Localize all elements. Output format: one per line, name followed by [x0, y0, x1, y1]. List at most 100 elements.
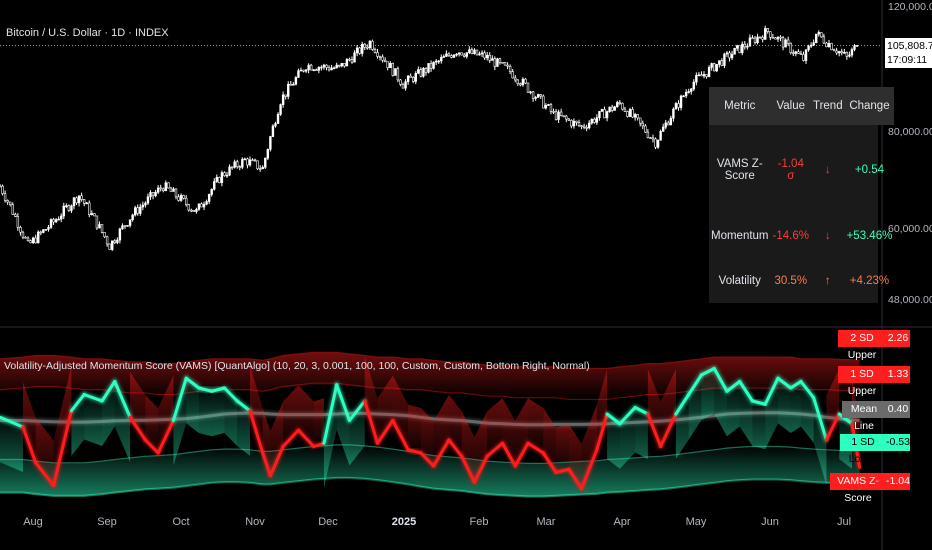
- zscore-fill: [701, 368, 715, 420]
- candle-body: [713, 63, 716, 72]
- candle-body: [279, 104, 282, 115]
- candle-body: [549, 104, 553, 112]
- symbol-title[interactable]: Bitcoin / U.S. Dollar · 1D · INDEX: [6, 27, 169, 39]
- candle-body: [378, 56, 382, 58]
- candle-body: [802, 54, 805, 61]
- candle-body: [437, 60, 440, 63]
- price-tick: 120,000.00: [888, 1, 932, 13]
- candle-body: [483, 52, 486, 59]
- candle-body: [485, 54, 489, 59]
- candle-body: [332, 67, 336, 70]
- candle-body: [297, 70, 300, 78]
- candle-body: [264, 157, 267, 168]
- candle-body: [213, 181, 216, 190]
- candle-body: [452, 54, 456, 58]
- zscore-fill: [448, 395, 462, 457]
- candle-body: [93, 213, 96, 217]
- candle-body: [202, 203, 206, 208]
- candle-body: [276, 114, 280, 124]
- candle-body: [715, 64, 718, 72]
- candle-body: [320, 66, 323, 69]
- candle-body: [506, 64, 509, 67]
- zscore-segment: [738, 380, 754, 403]
- candle-body: [3, 193, 7, 201]
- metrics-header-metric: Metric: [709, 87, 771, 125]
- candle-body: [817, 32, 820, 35]
- zscore-segment: [554, 467, 571, 474]
- candle-body: [241, 158, 244, 168]
- candle-body: [827, 43, 831, 48]
- candle-body: [677, 103, 680, 108]
- candle-body: [572, 120, 576, 127]
- candle-body: [723, 53, 726, 66]
- zscore-segment: [687, 373, 703, 396]
- zscore-fill: [487, 398, 503, 457]
- candle-body: [789, 42, 792, 54]
- metrics-header-trend: Trend: [810, 87, 845, 125]
- candle-body: [475, 49, 479, 56]
- candle-body: [450, 55, 453, 58]
- candle-body: [473, 49, 476, 55]
- candle-body: [271, 125, 275, 137]
- upper-band-line: [0, 351, 860, 370]
- candle-body: [769, 31, 772, 38]
- candle-body: [598, 111, 601, 119]
- metrics-row: Momentum -14.6% ↓ +53.46%: [709, 214, 894, 259]
- candle-body: [534, 96, 537, 99]
- candle-body: [544, 105, 548, 109]
- candle-body: [404, 81, 407, 89]
- zscore-fill: [298, 385, 314, 447]
- candle-body: [42, 229, 45, 233]
- candle-body: [251, 159, 254, 162]
- candle-body: [440, 57, 443, 62]
- candle-body: [830, 43, 833, 51]
- candle-body: [565, 115, 568, 120]
- candle-body: [567, 118, 571, 121]
- candle-body: [774, 37, 777, 40]
- time-label: Sep: [97, 516, 117, 528]
- candle-body: [493, 58, 497, 67]
- candle-body: [409, 75, 412, 78]
- indicator-title[interactable]: Volatility-Adjusted Momentum Score (VAMS…: [4, 360, 590, 372]
- candle-body: [1, 185, 4, 194]
- time-label: Jul: [836, 516, 852, 528]
- candle-body: [52, 219, 55, 223]
- candle-body: [825, 42, 828, 48]
- candle-body: [340, 63, 343, 67]
- zscore-segment: [824, 412, 841, 442]
- candle-body: [34, 237, 37, 244]
- candle-body: [236, 161, 239, 167]
- candle-body: [330, 67, 333, 71]
- price-tick: 80,000.00: [888, 126, 932, 138]
- candle-body: [427, 63, 430, 73]
- zscore-fill: [336, 384, 350, 466]
- zscore-fill: [619, 407, 636, 469]
- candle-body: [72, 197, 76, 207]
- candle-body: [299, 69, 303, 72]
- candle-body: [348, 58, 351, 61]
- candle-body: [376, 52, 379, 57]
- candle-body: [547, 104, 550, 106]
- candle-body: [386, 61, 389, 69]
- zscore-fill: [53, 365, 72, 486]
- zscore-fill: [323, 384, 337, 489]
- zscore-fill: [461, 411, 475, 483]
- zscore-segment: [674, 393, 691, 416]
- zscore-fill: [420, 408, 434, 466]
- candle-body: [613, 106, 616, 111]
- candle-body: [412, 77, 415, 82]
- candle-body: [75, 197, 78, 204]
- zscore-fill: [777, 378, 791, 433]
- candle-body: [335, 64, 338, 69]
- candle-body: [463, 54, 466, 57]
- candle-body: [605, 111, 609, 119]
- candle-body: [205, 201, 208, 205]
- zscore-segment: [526, 441, 545, 455]
- zscore-segment: [646, 412, 663, 448]
- zscore-segment: [618, 406, 637, 426]
- candle-body: [751, 37, 754, 40]
- time-label: May: [685, 516, 707, 528]
- zscore-segment: [210, 386, 226, 393]
- candle-body: [307, 64, 310, 71]
